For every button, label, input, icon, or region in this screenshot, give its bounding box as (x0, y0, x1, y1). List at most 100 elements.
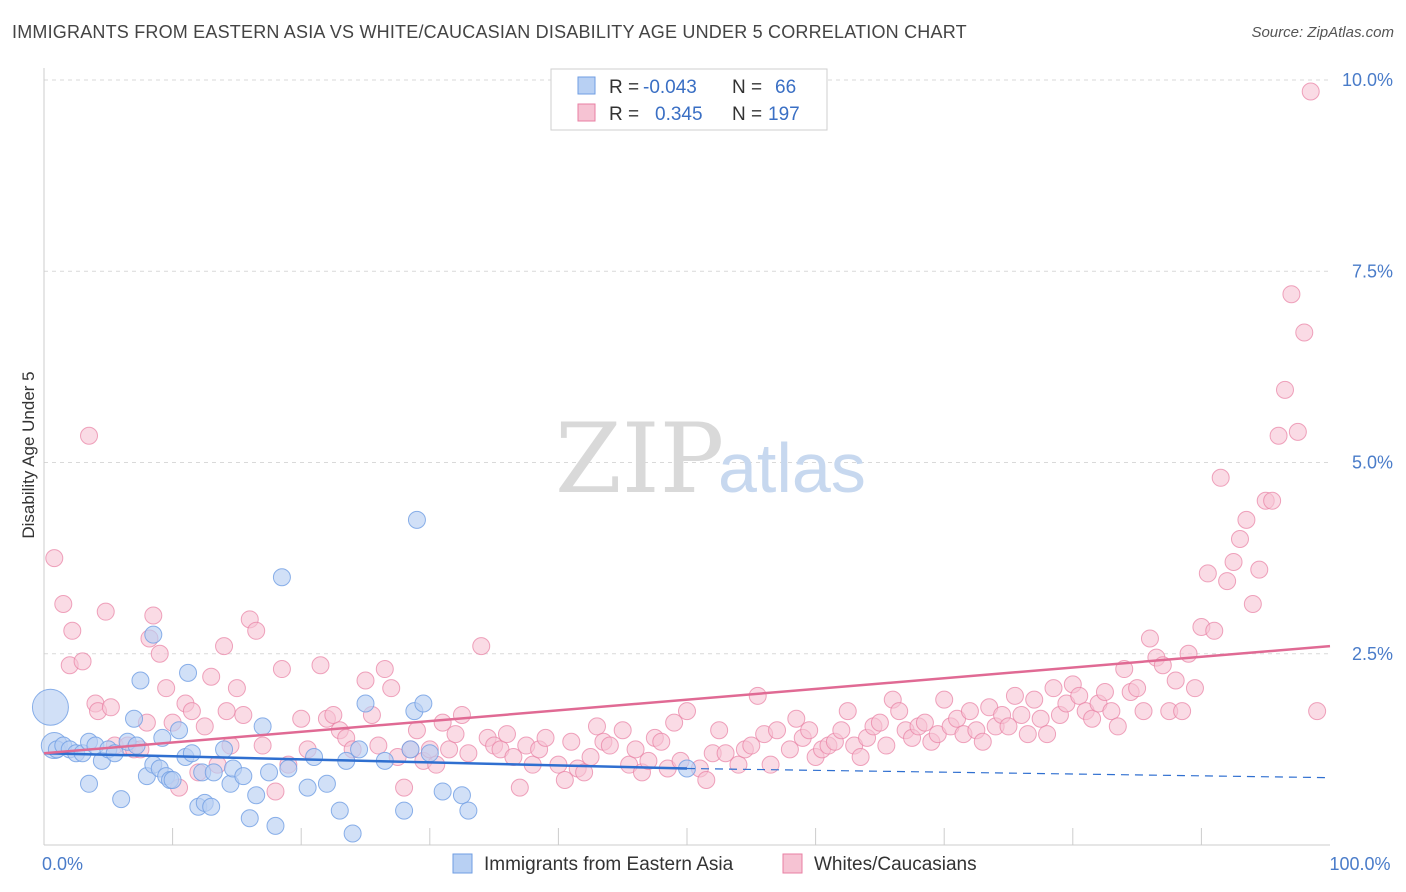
point-whites-63 (472, 637, 491, 656)
point-eastern-asia-42 (260, 763, 279, 782)
legend-n-value-0: 66 (775, 77, 796, 98)
point-eastern-asia-47 (305, 748, 324, 767)
point-whites-1 (54, 595, 73, 614)
point-whites-59 (440, 740, 459, 759)
point-whites-178 (1243, 595, 1262, 614)
point-whites-181 (1263, 491, 1282, 510)
point-eastern-asia-40 (247, 786, 266, 805)
point-whites-140 (999, 717, 1018, 736)
point-whites-183 (1275, 380, 1294, 399)
point-whites-25 (202, 667, 221, 686)
point-eastern-asia-58 (407, 510, 426, 529)
point-whites-93 (678, 702, 696, 721)
legend-n-label-0: N = (732, 77, 762, 98)
point-whites-134 (960, 702, 979, 721)
bottom-legend-swatch-pink (782, 853, 803, 874)
point-whites-35 (266, 782, 285, 801)
point-whites-115 (838, 702, 857, 721)
y-tick-label-3: 10.0% (1342, 70, 1393, 90)
point-whites-145 (1031, 709, 1050, 728)
point-whites-4 (73, 652, 92, 671)
point-eastern-asia-56 (401, 740, 420, 759)
point-eastern-asia-20 (144, 625, 163, 644)
point-whites-186 (1295, 323, 1314, 342)
point-whites-102 (748, 686, 767, 705)
point-whites-187 (1301, 82, 1320, 101)
trend-whites (43, 644, 1331, 755)
point-whites-171 (1198, 564, 1217, 583)
point-whites-76 (562, 732, 581, 751)
point-whites-85 (626, 740, 645, 759)
legend-n-label-1: N = (732, 104, 762, 125)
point-whites-75 (555, 770, 574, 789)
series-eastern-asia-points (31, 510, 696, 843)
point-whites-173 (1211, 468, 1230, 487)
point-whites-22 (182, 702, 201, 721)
point-eastern-asia-53 (356, 694, 375, 713)
point-whites-121 (877, 736, 896, 755)
point-whites-105 (768, 721, 787, 740)
point-whites-62 (459, 744, 478, 763)
point-whites-40 (311, 656, 330, 675)
bottom-legend-label-pink: Whites/Caucasians (814, 854, 977, 875)
point-whites-97 (710, 721, 729, 740)
point-eastern-asia-26 (170, 721, 189, 740)
point-whites-78 (575, 763, 594, 782)
point-whites-107 (787, 709, 806, 728)
point-whites-123 (890, 702, 909, 721)
point-whites-27 (215, 637, 234, 656)
point-whites-17 (150, 644, 169, 663)
point-whites-36 (272, 660, 291, 679)
point-whites-60 (446, 725, 465, 744)
legend-r-label-0: R = (609, 77, 639, 98)
point-whites-101 (742, 736, 761, 755)
point-whites-147 (1044, 679, 1063, 698)
point-whites-89 (652, 732, 671, 751)
point-eastern-asia-17 (131, 671, 150, 690)
point-eastern-asia-62 (452, 786, 471, 805)
series-whites-points (45, 82, 1327, 801)
point-eastern-asia-8 (80, 774, 99, 793)
point-eastern-asia-33 (202, 797, 221, 816)
point-whites-120 (870, 713, 889, 732)
point-whites-185 (1288, 422, 1307, 441)
point-whites-176 (1230, 530, 1249, 548)
watermark-atlas: atlas (718, 429, 866, 507)
point-whites-99 (729, 755, 748, 774)
x-tick-labels: 0.0% 100.0% (42, 854, 1391, 874)
legend-n-value-1: 197 (768, 104, 800, 125)
point-whites-167 (1173, 702, 1192, 721)
legend-r-value-1: 0.345 (655, 104, 703, 125)
point-whites-31 (234, 705, 253, 724)
point-whites-179 (1250, 560, 1269, 579)
point-whites-169 (1185, 679, 1204, 698)
point-whites-73 (536, 728, 555, 747)
point-whites-67 (497, 725, 516, 744)
x-tick-label-1: 100.0% (1329, 854, 1390, 874)
point-whites-143 (1018, 725, 1037, 744)
point-whites-3 (63, 621, 82, 640)
point-eastern-asia-34 (204, 763, 223, 782)
point-whites-82 (600, 736, 619, 755)
point-whites-155 (1095, 683, 1114, 701)
point-eastern-asia-48 (317, 774, 336, 793)
legend-swatch-pink (577, 103, 596, 122)
point-whites-161 (1134, 702, 1153, 721)
bottom-legend-swatch-blue (452, 853, 473, 874)
point-eastern-asia-35 (215, 740, 234, 759)
point-eastern-asia-28 (179, 663, 198, 682)
grid-lines (44, 79, 1330, 655)
x-minor-ticks (172, 828, 1202, 845)
point-whites-114 (832, 721, 851, 740)
point-whites-79 (581, 748, 600, 767)
point-eastern-asia-59 (414, 694, 433, 713)
point-whites-50 (382, 679, 401, 698)
point-eastern-asia-55 (395, 801, 414, 820)
legend-swatch-blue (577, 76, 596, 95)
point-eastern-asia-39 (240, 809, 259, 828)
point-whites-109 (800, 721, 819, 740)
point-whites-177 (1237, 510, 1256, 529)
point-eastern-asia-43 (266, 816, 285, 835)
point-whites-174 (1218, 572, 1237, 591)
y-tick-label-0: 2.5% (1352, 644, 1393, 664)
